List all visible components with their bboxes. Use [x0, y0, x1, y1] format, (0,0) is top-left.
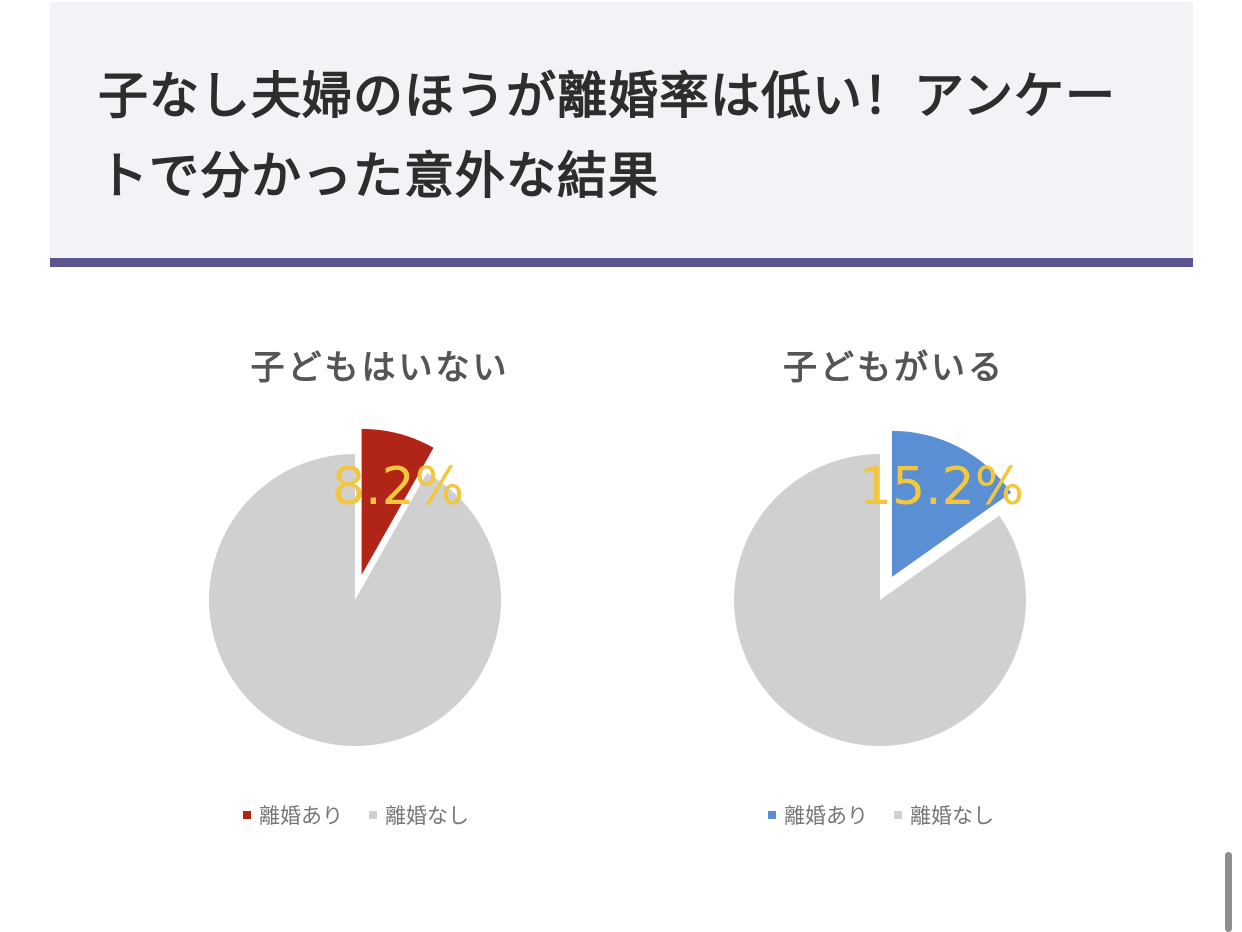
legend-label-not-divorced: 離婚なし: [385, 804, 469, 828]
heading-underline: [50, 258, 1193, 267]
legend-swatch-not-divorced: [369, 811, 377, 819]
pie-data-label: 15.2%: [859, 457, 1024, 517]
legend-label-divorced: 離婚あり: [259, 804, 343, 828]
pie-slice-not-divorced: [209, 454, 502, 746]
legend-item-divorced: 離婚あり: [243, 800, 343, 830]
pie-chart-with-children: 15.2%: [734, 430, 1027, 746]
legend-label-divorced: 離婚あり: [784, 804, 868, 828]
legend-with-children: 離婚あり 離婚なし: [768, 800, 1020, 830]
article-heading-box: [50, 2, 1193, 258]
legend-item-not-divorced: 離婚なし: [894, 800, 994, 830]
legend-swatch-divorced: [768, 811, 776, 819]
pie-slice-divorced: [891, 430, 1012, 577]
pie-chart-no-children: 8.2%: [209, 428, 502, 746]
scrollbar[interactable]: [1225, 852, 1232, 932]
legend-item-not-divorced: 離婚なし: [369, 800, 469, 830]
pie-slice-not-divorced: [734, 454, 1027, 746]
legend-label-not-divorced: 離婚なし: [910, 804, 994, 828]
chart-title-no-children: 子どもはいない: [250, 348, 510, 388]
chart-title-with-children: 子どもがいる: [783, 348, 1005, 388]
legend-swatch-not-divorced: [894, 811, 902, 819]
legend-swatch-divorced: [243, 811, 251, 819]
article-heading: 子なし夫婦のほうが離婚率は低い！アンケートで分かった意外な結果: [98, 67, 1116, 205]
pie-data-label: 8.2%: [332, 457, 464, 517]
pie-slice-divorced: [361, 428, 434, 575]
legend-item-divorced: 離婚あり: [768, 800, 868, 830]
legend-no-children: 離婚あり 離婚なし: [243, 800, 495, 830]
